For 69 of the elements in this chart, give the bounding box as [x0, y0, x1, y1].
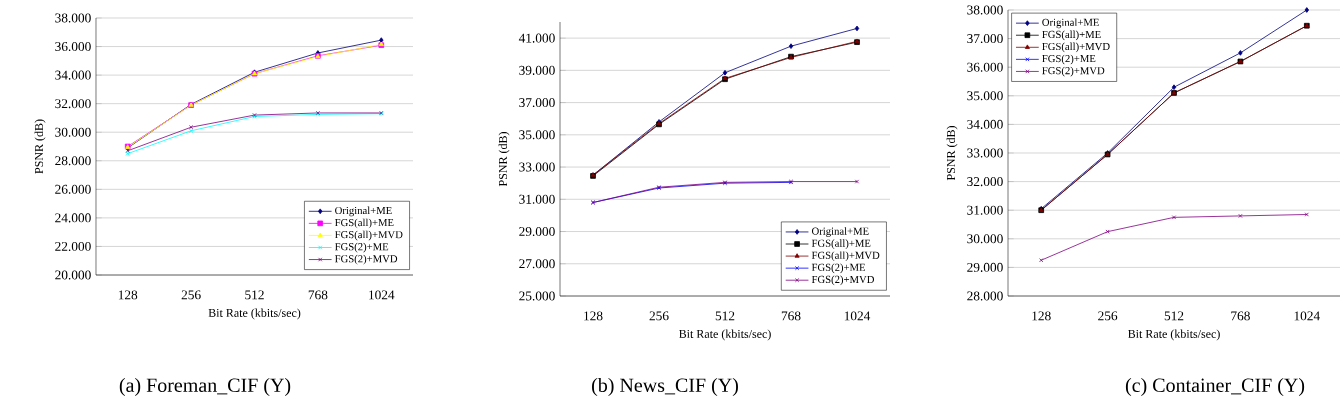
legend-label: FGS(2)+ME	[811, 263, 866, 274]
legend-label: FGS(2)+MVD	[1042, 66, 1105, 77]
y-tick-label: 33.000	[519, 162, 555, 172]
y-tick-label: 24.000	[55, 213, 91, 223]
x-tick-label: 128	[118, 290, 138, 300]
x-tick-label: 1024	[1294, 311, 1320, 321]
legend-label: Original+ME	[1042, 18, 1099, 29]
y-tick-label: 35.000	[967, 91, 1003, 101]
text: (b) News_CIF (Y)	[592, 377, 738, 397]
x-tick-label: 512	[245, 290, 264, 300]
x-tick-label: 128	[1032, 311, 1051, 321]
y-tick-label: 33.000	[967, 148, 1003, 158]
legend-label: FGS(all)+MVD	[1042, 42, 1110, 53]
legend-label: FGS(2)+ME	[334, 242, 389, 253]
legend-label: Original+ME	[811, 227, 869, 237]
text: (c) Container_CIF (Y)	[1125, 377, 1305, 397]
y-tick-label: 38.000	[967, 5, 1003, 15]
y-tick-label: 27.000	[519, 259, 555, 269]
x-tick-label: 768	[1231, 311, 1250, 321]
y-tick-label: 22.000	[55, 241, 91, 251]
y-axis-title: PSNR (dB)	[34, 119, 46, 174]
legend-label: Original+ME	[335, 206, 392, 217]
text: (a) Foreman_CIF (Y)	[119, 377, 291, 397]
legend-label: FGS(all)+ME	[334, 218, 394, 229]
y-tick-label: 38.000	[55, 13, 91, 23]
y-tick-label: 34.000	[967, 119, 1003, 129]
y-axis-title: PSNR (dB)	[498, 132, 510, 187]
x-tick-label: 128	[584, 311, 603, 321]
x-tick-label: 768	[781, 311, 801, 321]
y-tick-label: 28.000	[967, 291, 1003, 301]
legend-label: FGS(2)+MVD	[334, 254, 398, 265]
x-tick-label: 512	[715, 311, 735, 321]
y-tick-label: 32.000	[55, 99, 91, 109]
y-tick-label: 31.000	[519, 194, 555, 204]
legend-label: FGS(2)+MVD	[811, 275, 875, 286]
y-tick-label: 31.000	[967, 205, 1003, 215]
y-tick-label: 41.000	[518, 33, 555, 43]
x-axis-title: Bit Rate (kbits/sec)	[1128, 329, 1220, 341]
legend-label: FGS(all)+ME	[1042, 30, 1101, 41]
x-tick-label: 1024	[369, 290, 395, 300]
y-tick-label: 34.000	[55, 70, 91, 80]
x-tick-label: 768	[308, 290, 328, 300]
y-tick-label: 36.000	[967, 62, 1003, 72]
y-tick-label: 37.000	[967, 34, 1003, 44]
y-tick-label: 30.000	[967, 234, 1003, 244]
y-tick-label: 25.000	[519, 291, 555, 301]
x-tick-label: 256	[649, 311, 669, 321]
legend-label: FGS(all)+ME	[811, 239, 871, 249]
legend-label: FGS(all)+MVD	[334, 230, 403, 241]
y-tick-label: 20.000	[55, 270, 91, 280]
x-tick-label: 1024	[844, 311, 871, 321]
legend-label: FGS(2)+ME	[1042, 54, 1096, 65]
y-tick-label: 29.000	[519, 227, 555, 237]
x-axis-title: Bit Rate (kbits/sec)	[679, 329, 771, 341]
y-tick-label: 29.000	[967, 262, 1003, 272]
x-tick-label: 256	[181, 290, 201, 300]
y-tick-label: 36.000	[55, 42, 91, 52]
y-tick-label: 35.000	[519, 130, 555, 140]
x-tick-label: 256	[1098, 311, 1118, 321]
y-axis-title: PSNR (dB)	[946, 126, 958, 181]
y-tick-label: 30.000	[55, 127, 91, 137]
y-tick-label: 32.000	[967, 177, 1003, 187]
x-axis-title: Bit Rate (kbits/sec)	[208, 308, 301, 320]
y-tick-label: 28.000	[55, 156, 91, 166]
x-tick-label: 512	[1164, 311, 1184, 321]
y-tick-label: 26.000	[55, 184, 91, 194]
legend-label: FGS(all)+MVD	[811, 251, 880, 262]
y-tick-label: 39.000	[519, 65, 555, 75]
y-tick-label: 37.000	[519, 98, 555, 108]
